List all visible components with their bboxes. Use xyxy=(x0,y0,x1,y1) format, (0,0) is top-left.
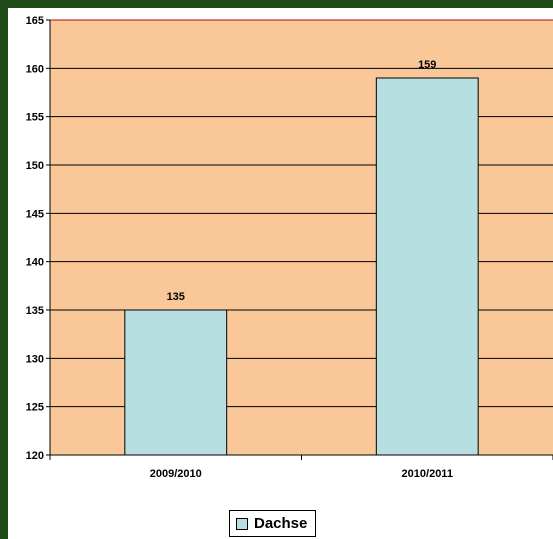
x-tick-label: 2010/2011 xyxy=(402,468,453,480)
y-tick-label: 165 xyxy=(26,15,44,27)
legend-label: Dachse xyxy=(254,515,308,532)
y-tick-label: 155 xyxy=(26,112,44,124)
data-label: 159 xyxy=(418,59,436,71)
legend-swatch xyxy=(236,517,248,530)
y-tick-label: 160 xyxy=(26,63,44,75)
bar xyxy=(375,77,479,456)
y-tick-label: 130 xyxy=(26,353,44,365)
y-tick-label: 135 xyxy=(26,305,44,317)
bar xyxy=(124,309,228,456)
y-tick-label: 145 xyxy=(26,208,44,220)
y-tick-label: 150 xyxy=(26,160,44,172)
y-tick-label: 120 xyxy=(26,450,44,462)
x-tick-label: 2009/2010 xyxy=(150,468,202,480)
y-tick-label: 140 xyxy=(26,257,44,269)
legend: Dachse xyxy=(229,510,317,537)
y-tick-label: 125 xyxy=(26,402,44,414)
data-label: 135 xyxy=(167,291,185,303)
